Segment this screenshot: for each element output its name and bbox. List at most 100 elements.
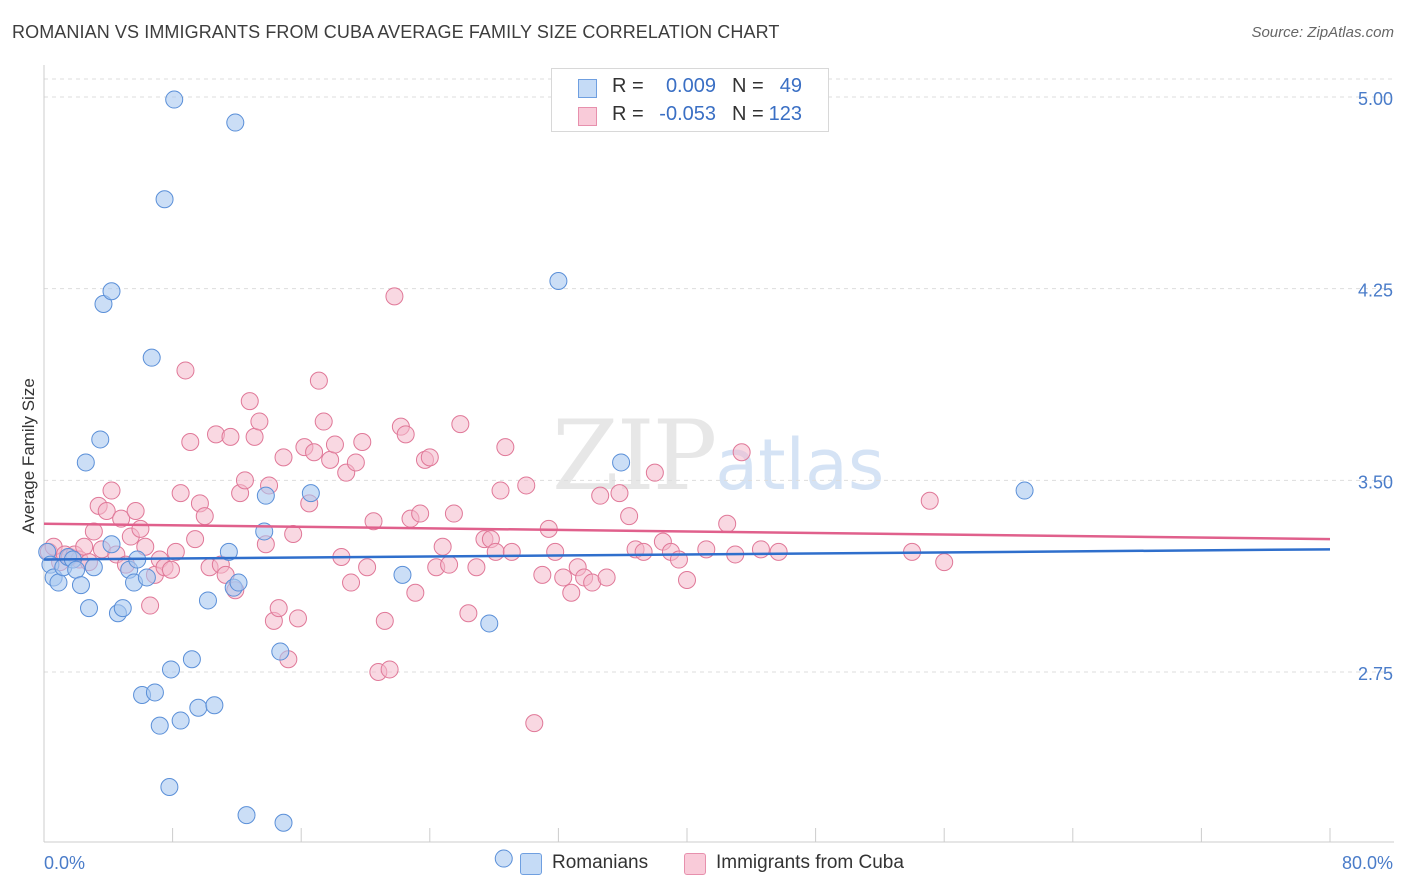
data-point-romanians [198,591,217,610]
data-point-romanians [1015,481,1034,500]
legend-n-value: 123 [768,103,802,125]
data-point-cuba [440,555,459,574]
data-point-romanians [237,806,256,825]
data-point-romanians [189,698,208,717]
data-point-cuba [176,361,195,380]
data-point-cuba [171,484,190,503]
x-tick-label: 0.0% [44,853,85,873]
data-point-cuba [141,596,160,615]
data-point-cuba [517,476,536,495]
axis-labels: 2.75 3.50 4.25 5.00 0.0% 80.0% Average Family … [19,89,1393,873]
data-point-romanians [393,565,412,584]
data-point-cuba [161,560,180,579]
data-point-cuba [245,427,264,446]
data-point-romanians [145,683,164,702]
data-point-cuba [751,540,770,559]
data-point-cuba [97,502,116,520]
data-point-romanians [150,716,169,735]
data-point-cuba [444,504,463,523]
data-point-cuba [496,438,515,457]
data-point-romanians [102,282,121,301]
data-point-cuba [433,537,452,556]
data-point-romanians [113,599,132,618]
series-legend: Romanians Immigrants from Cuba [0,851,1406,877]
data-point-cuba [597,568,616,587]
data-point-cuba [195,507,214,526]
data-point-romanians [160,778,179,796]
data-point-cuba [459,604,478,623]
data-point-cuba [502,542,521,561]
correlation-legend: R = 0.009 N = 49 R = -0.053 N = 123 [551,68,829,132]
legend-r-label: R = [612,103,644,125]
data-point-romanians [480,614,499,633]
legend-label-cuba: Immigrants from Cuba [716,852,904,873]
data-point-cuba [420,448,439,467]
data-point-cuba [342,573,361,592]
watermark-atlas: atlas [715,424,885,506]
data-point-cuba [645,463,664,482]
legend-r-value: 0.009 [665,75,716,97]
data-point-romanians [271,642,290,661]
data-point-romanians [91,430,110,449]
data-point-cuba [525,714,544,733]
data-point-romanians [94,295,113,313]
data-point-cuba [732,443,751,462]
data-point-romanians [142,348,161,367]
data-point-cuba [486,542,505,561]
legend-label-romanians: Romanians [552,852,649,873]
data-point-romanians [84,558,103,577]
data-point-cuba [126,502,145,520]
data-point-cuba [102,481,121,500]
data-point-romanians [256,486,275,505]
data-point-cuba [935,553,954,572]
data-point-cuba [112,509,131,528]
data-point-cuba [491,481,510,500]
data-point-cuba [274,448,293,467]
data-point-cuba [396,425,415,444]
data-point-cuba [610,484,629,503]
data-point-cuba [181,433,200,451]
data-point-romanians [549,272,568,290]
legend-swatch-romanians [520,853,542,875]
legend-row-cuba: R = -0.053 N = 123 [552,101,828,129]
data-point-romanians [274,813,293,832]
data-point-romanians [226,113,245,132]
data-point-romanians [71,576,90,595]
data-point-cuba [221,427,240,446]
legend-r-label: R = [612,75,644,97]
legend-n-label: N = [732,103,764,125]
data-point-cuba [131,519,150,538]
data-point-romanians [301,484,320,503]
data-point-cuba [591,486,610,505]
data-point-romanians [161,660,180,679]
data-point-cuba [309,371,328,390]
y-tick-label: 4.25 [1358,281,1393,301]
data-point-romanians [612,453,631,472]
trend-lines [43,522,1331,561]
data-point-cuba [620,507,639,526]
data-point-cuba [166,542,185,561]
data-point-cuba [769,542,788,561]
data-point-cuba [240,392,259,411]
data-point-cuba [269,599,288,618]
data-point-cuba [321,450,340,469]
data-point-romanians [49,573,68,592]
data-point-romanians [171,711,190,730]
data-point-cuba [920,491,939,510]
data-point-romanians [229,573,248,592]
series-romanians-points [38,90,1034,868]
y-axis-title: Average Family Size [19,378,38,534]
data-point-cuba [546,542,565,561]
data-point-cuba [634,542,653,561]
data-point-cuba [250,412,269,431]
data-point-cuba [406,583,425,602]
legend-swatch-romanians [578,79,597,98]
data-point-cuba [325,435,344,454]
data-point-cuba [358,558,377,577]
data-point-cuba [411,504,430,523]
legend-n-label: N = [732,75,764,97]
x-tick-label: 80.0% [1342,853,1393,873]
data-point-cuba [186,530,205,549]
data-point-romanians [67,560,86,579]
data-point-cuba [375,611,394,630]
